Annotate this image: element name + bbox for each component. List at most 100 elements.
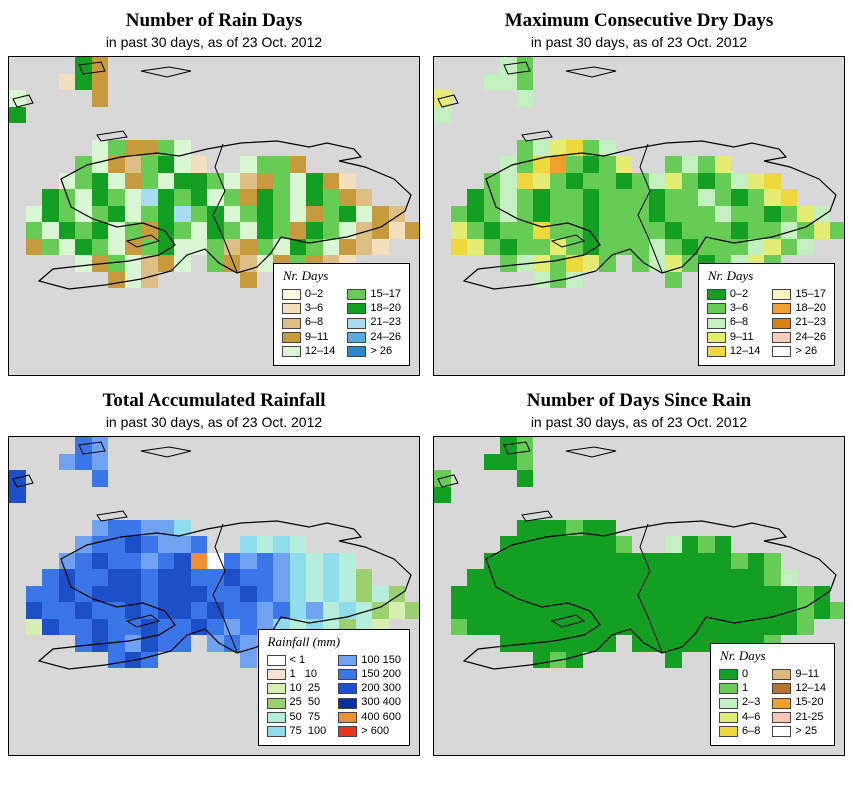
map-cell xyxy=(322,585,339,602)
legend-item: 18–20 xyxy=(347,302,401,315)
legend-item: 3–6 xyxy=(706,302,761,315)
map-cell xyxy=(533,602,550,619)
map-cell xyxy=(698,189,715,206)
map-cell xyxy=(9,90,26,107)
map-cell xyxy=(483,238,500,255)
map-cell xyxy=(632,189,649,206)
map-cell xyxy=(747,569,764,586)
legend-swatch xyxy=(266,725,286,737)
map-cell xyxy=(388,222,405,239)
map-cell xyxy=(207,569,224,586)
map-cell xyxy=(714,238,731,255)
map-cell xyxy=(813,602,830,619)
legend-item: 0 xyxy=(719,668,760,681)
map-cell xyxy=(648,172,665,189)
map-cell xyxy=(108,156,125,173)
map-cell xyxy=(91,453,108,470)
map-cell xyxy=(289,569,306,586)
map-cell xyxy=(58,602,75,619)
panel-accumulated-rainfall: Total Accumulated Rainfall in past 30 da… xyxy=(8,384,420,756)
legend-title: Nr. Days xyxy=(707,268,754,284)
map-cell xyxy=(174,238,191,255)
map-cell xyxy=(698,205,715,222)
map-cell xyxy=(306,569,323,586)
map-cell xyxy=(500,172,517,189)
map-cell xyxy=(75,635,92,652)
map-cell xyxy=(306,238,323,255)
legend-range-label: 0–2 xyxy=(304,288,324,301)
map-cell xyxy=(339,552,356,569)
legend-swatch xyxy=(772,711,792,723)
map-cell xyxy=(372,585,389,602)
map-cell xyxy=(747,238,764,255)
map-cell xyxy=(25,222,42,239)
map-cell xyxy=(289,205,306,222)
map-cell xyxy=(764,552,781,569)
map-cell xyxy=(599,172,616,189)
map-cell xyxy=(174,222,191,239)
map-cell xyxy=(240,189,257,206)
map-cell xyxy=(108,552,125,569)
map-cell xyxy=(764,569,781,586)
legend-swatch xyxy=(719,669,739,681)
map-cell xyxy=(698,172,715,189)
map-cell xyxy=(830,222,844,239)
map-cell xyxy=(549,205,566,222)
legend-item: 300 400 xyxy=(338,696,401,709)
legend-title: Rainfall (mm) xyxy=(267,633,341,649)
map-cell xyxy=(731,238,748,255)
map-cell xyxy=(665,618,682,635)
map-cell xyxy=(582,552,599,569)
legend-item: 6–8 xyxy=(719,725,760,738)
map-cell xyxy=(665,238,682,255)
map-cell xyxy=(322,189,339,206)
map-cell xyxy=(648,602,665,619)
map-cell xyxy=(797,585,814,602)
map-cell xyxy=(516,139,533,156)
map-cell xyxy=(240,255,257,272)
map-cell xyxy=(141,189,158,206)
map-cell xyxy=(516,255,533,272)
map-cell xyxy=(240,618,257,635)
map-cell xyxy=(42,238,59,255)
map-cell xyxy=(306,189,323,206)
map-cell xyxy=(372,205,389,222)
legend-title: Nr. Days xyxy=(720,648,766,664)
map-cell xyxy=(797,618,814,635)
map-cell xyxy=(141,635,158,652)
legend-swatch xyxy=(347,331,367,343)
legend-item: 15–17 xyxy=(772,288,826,301)
map-cell xyxy=(223,585,240,602)
map-cell xyxy=(450,238,467,255)
map-cell xyxy=(747,602,764,619)
map-cell xyxy=(582,569,599,586)
map-cell xyxy=(75,552,92,569)
map-cell xyxy=(256,602,273,619)
map-cell xyxy=(599,552,616,569)
legend-swatch xyxy=(266,711,286,723)
legend-item: 75 100 xyxy=(266,725,326,738)
map-cell xyxy=(108,536,125,553)
map-cell xyxy=(566,271,583,288)
legend-swatch xyxy=(347,345,367,357)
map-cell xyxy=(306,585,323,602)
map-cell xyxy=(273,222,290,239)
map-cell xyxy=(500,602,517,619)
map-cell xyxy=(500,189,517,206)
map-cell xyxy=(108,585,125,602)
map-cell xyxy=(207,205,224,222)
legend-range-label: 4–6 xyxy=(742,710,761,723)
map-cell xyxy=(240,172,257,189)
map-cell xyxy=(780,569,797,586)
map-cell xyxy=(483,189,500,206)
map-cell xyxy=(714,156,731,173)
map-cell xyxy=(698,156,715,173)
map-cell xyxy=(549,271,566,288)
map-cell xyxy=(830,602,844,619)
map-cell xyxy=(566,602,583,619)
map-cell xyxy=(256,536,273,553)
legend-range-label: 12–14 xyxy=(795,682,826,695)
map-cell xyxy=(467,238,484,255)
map-cell xyxy=(780,205,797,222)
map-cell xyxy=(516,205,533,222)
